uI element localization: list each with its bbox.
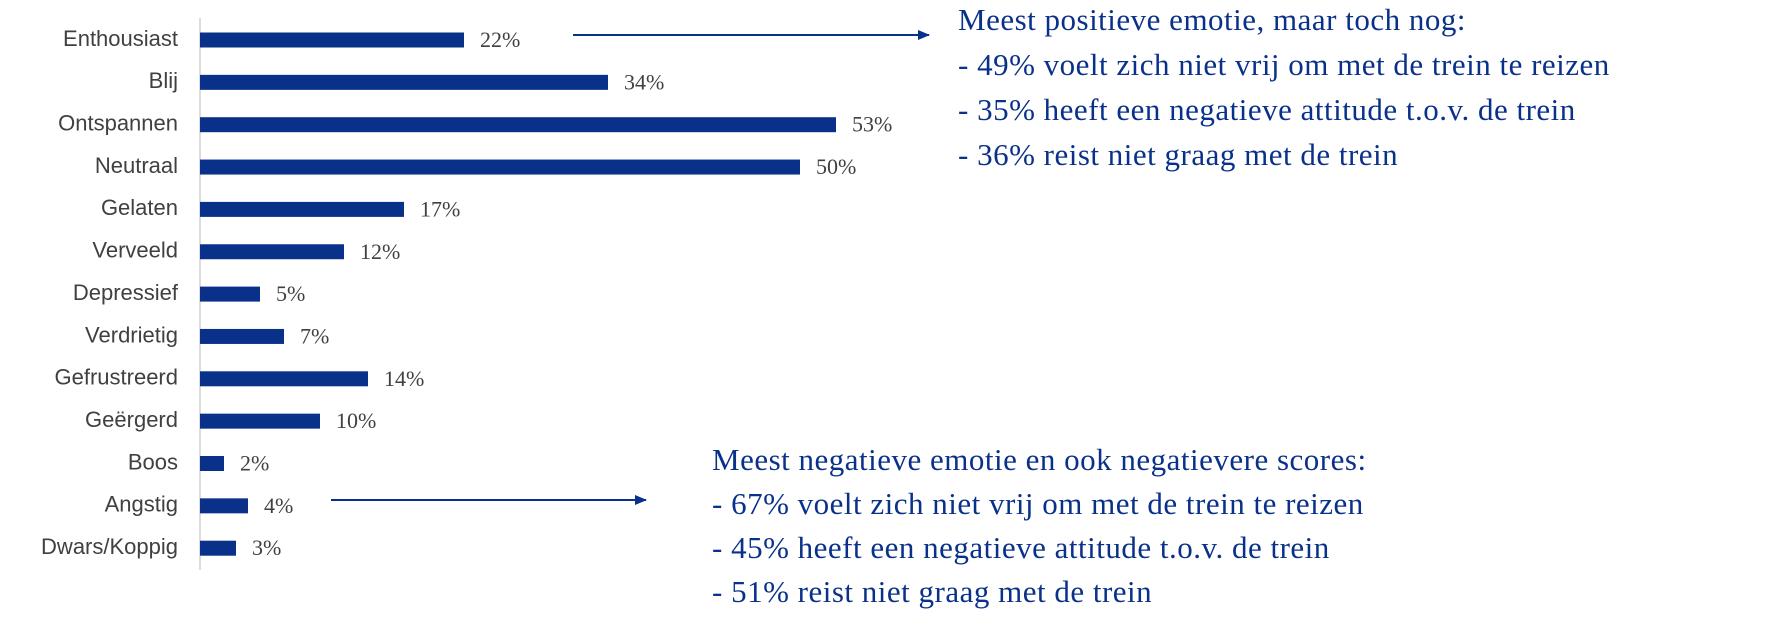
category-label: Neutraal — [95, 153, 178, 178]
bar — [200, 371, 368, 387]
category-label: Boos — [128, 449, 178, 474]
value-label: 5% — [276, 281, 305, 306]
annotation-line: - 49% voelt zich niet vrij om met de tre… — [958, 47, 1610, 82]
category-label: Blij — [149, 68, 178, 93]
category-label: Dwars/Koppig — [41, 534, 178, 559]
value-label: 3% — [252, 535, 281, 560]
category-label: Verveeld — [92, 238, 178, 263]
value-label: 2% — [240, 451, 269, 476]
bar — [200, 117, 836, 133]
category-label: Geërgerd — [85, 407, 178, 432]
annotation-line: - 51% reist niet graag met de trein — [712, 574, 1152, 609]
value-label: 17% — [420, 196, 460, 221]
value-label: 50% — [816, 154, 856, 179]
bar — [200, 201, 404, 217]
annotation-line: Meest positieve emotie, maar toch nog: — [958, 2, 1466, 37]
bar — [200, 540, 236, 556]
bar — [200, 456, 224, 471]
bar — [200, 74, 608, 90]
bar — [200, 498, 248, 514]
annotation-line: - 67% voelt zich niet vrij om met de tre… — [712, 486, 1364, 521]
bar — [200, 413, 320, 429]
bar — [200, 32, 464, 48]
value-label: 7% — [300, 323, 329, 348]
category-label: Gefrustreerd — [55, 365, 179, 390]
value-label: 34% — [624, 69, 664, 94]
category-label: Verdrietig — [85, 322, 178, 347]
category-label: Angstig — [105, 492, 178, 517]
bar — [200, 159, 800, 175]
value-label: 10% — [336, 408, 376, 433]
value-label: 14% — [384, 366, 424, 391]
category-label: Depressief — [73, 280, 179, 305]
annotation-line: - 45% heeft een negatieve attitude t.o.v… — [712, 530, 1330, 565]
bar — [200, 328, 284, 344]
bar — [200, 244, 344, 260]
category-label: Enthousiast — [63, 26, 178, 51]
value-label: 53% — [852, 112, 892, 137]
annotation-line: - 36% reist niet graag met de trein — [958, 137, 1398, 172]
annotation-line: - 35% heeft een negatieve attitude t.o.v… — [958, 92, 1576, 127]
value-label: 12% — [360, 239, 400, 264]
bar — [200, 286, 260, 302]
category-label: Gelaten — [101, 195, 178, 220]
annotation-line: Meest negatieve emotie en ook negatiever… — [712, 442, 1367, 477]
value-label: 22% — [480, 27, 520, 52]
category-label: Ontspannen — [58, 111, 178, 136]
value-label: 4% — [264, 493, 293, 518]
